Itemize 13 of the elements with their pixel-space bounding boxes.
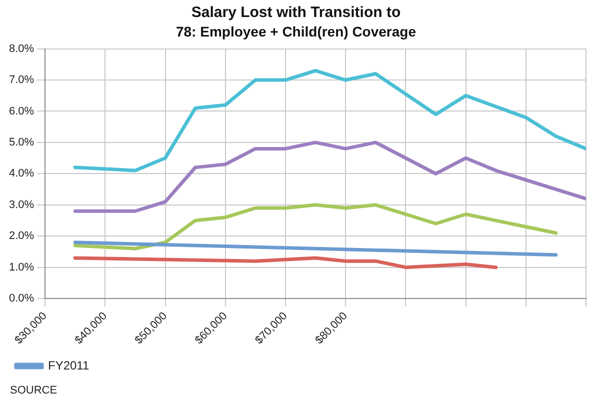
y-tick-label: 1.0% bbox=[8, 261, 34, 274]
y-tick-label: 3.0% bbox=[8, 198, 34, 211]
chart-title: Salary Lost with Transition to bbox=[191, 4, 401, 22]
y-tick-label: 2.0% bbox=[8, 230, 34, 242]
y-tick-label: 0.0% bbox=[8, 292, 34, 305]
y-tick-label: 8.0% bbox=[8, 42, 34, 55]
y-tick-label: 4.0% bbox=[8, 168, 34, 180]
y-tick-label: 5.0% bbox=[8, 136, 34, 148]
y-tick-label: 6.0% bbox=[8, 105, 34, 118]
text: SOURCE bbox=[10, 384, 58, 397]
legend-label: FY2011 bbox=[48, 358, 90, 372]
y-tick-label: 7.0% bbox=[8, 74, 34, 86]
chart-subtitle: 78: Employee + Child(ren) Coverage bbox=[176, 23, 416, 40]
